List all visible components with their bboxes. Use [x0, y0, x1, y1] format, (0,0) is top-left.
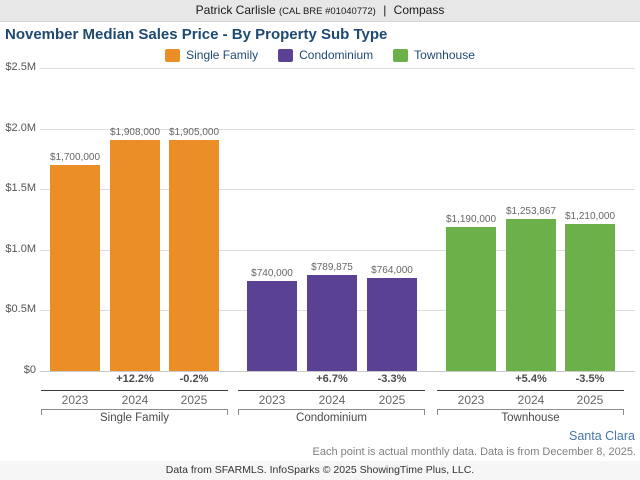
agent-name: Patrick Carlisle — [195, 3, 276, 17]
bar-column: $1,908,000 — [95, 127, 175, 371]
gridline — [40, 129, 635, 130]
bar-condominium-2025[interactable] — [367, 278, 417, 371]
y-tick-label: $1.0M — [5, 243, 36, 255]
pct-change: +12.2% — [116, 373, 154, 385]
y-tick-label: $2.0M — [5, 122, 36, 134]
bar-column: $1,253,867 — [491, 206, 571, 371]
bar-condominium-2023[interactable] — [247, 281, 297, 371]
data-note: Each point is actual monthly data. Data … — [312, 446, 636, 458]
gridline — [40, 250, 635, 251]
attribution-bar: Data from SFARMLS. InfoSparks © 2025 Sho… — [0, 461, 640, 480]
group-label-townhouse: Townhouse — [501, 412, 560, 424]
bar-column: $789,875 — [292, 262, 372, 371]
gridline — [40, 68, 635, 69]
x-tick-year: 2025 — [378, 393, 406, 407]
bar-townhouse-2023[interactable] — [446, 227, 496, 371]
bar-column: $1,210,000 — [550, 211, 630, 371]
x-tick-year: 2024 — [318, 393, 346, 407]
pct-change: +6.7% — [316, 373, 348, 385]
y-tick-label: $2.5M — [5, 61, 36, 73]
chart-legend: Single Family Condominium Townhouse — [0, 48, 640, 62]
group-bracket: Single Family — [41, 409, 228, 427]
bar-townhouse-2025[interactable] — [565, 224, 615, 371]
legend-item-single-family[interactable]: Single Family — [165, 48, 258, 62]
legend-item-townhouse[interactable]: Townhouse — [393, 48, 475, 62]
bar-single-family-2023[interactable] — [50, 165, 100, 371]
bar-value-label: $740,000 — [251, 268, 293, 279]
group-divider-line — [238, 390, 425, 391]
legend-label: Single Family — [186, 48, 259, 62]
bar-condominium-2024[interactable] — [307, 275, 357, 371]
x-tick-year: 2024 — [121, 393, 149, 407]
y-tick-label: $0 — [23, 364, 36, 376]
townhouse-swatch-icon — [393, 48, 409, 62]
header-bar: Patrick Carlisle (CAL BRE #01040772) | C… — [0, 0, 640, 22]
legend-label: Townhouse — [414, 48, 475, 62]
chart-title: November Median Sales Price - By Propert… — [5, 26, 388, 43]
bar-single-family-2024[interactable] — [110, 140, 160, 371]
bar-column: $1,190,000 — [431, 214, 511, 371]
x-tick-year: 2025 — [576, 393, 604, 407]
bar-value-label: $1,700,000 — [49, 152, 101, 163]
bar-column: $1,905,000 — [154, 127, 234, 371]
condominium-swatch-icon — [278, 48, 294, 62]
x-tick-year: 2023 — [61, 393, 89, 407]
bar-column: $740,000 — [232, 268, 312, 371]
legend-label: Condominium — [299, 48, 374, 62]
pct-change: -0.2% — [179, 373, 209, 385]
gridline — [40, 189, 635, 190]
bar-townhouse-2024[interactable] — [506, 219, 556, 371]
bar-single-family-2025[interactable] — [169, 140, 219, 371]
x-tick-year: 2023 — [457, 393, 485, 407]
x-tick-year: 2023 — [258, 393, 286, 407]
legend-item-condominium[interactable]: Condominium — [278, 48, 373, 62]
x-axis-line — [40, 371, 635, 372]
pct-change: +5.4% — [515, 373, 547, 385]
x-tick-year: 2024 — [517, 393, 545, 407]
bar-value-label: $1,253,867 — [505, 206, 557, 217]
group-label-condominium: Condominium — [296, 412, 367, 424]
single-family-swatch-icon — [165, 48, 181, 62]
bar-value-label: $1,190,000 — [445, 214, 497, 225]
header-separator: | — [383, 3, 387, 17]
bar-value-label: $764,000 — [371, 265, 413, 276]
bar-value-label: $789,875 — [311, 262, 353, 273]
location-label: Santa Clara — [568, 429, 635, 443]
group-label-single-family: Single Family — [99, 412, 170, 424]
agent-license: (CAL BRE #01040772) — [279, 6, 376, 17]
bar-value-label: $1,905,000 — [168, 127, 220, 138]
group-divider-line — [41, 390, 228, 391]
brand-name: Compass — [393, 3, 445, 17]
bar-column: $764,000 — [352, 265, 432, 371]
y-tick-label: $1.5M — [5, 182, 36, 194]
pct-change: -3.3% — [377, 373, 407, 385]
group-bracket: Townhouse — [437, 409, 624, 427]
x-tick-year: 2025 — [180, 393, 208, 407]
bar-value-label: $1,210,000 — [564, 211, 616, 222]
bar-column: $1,700,000 — [35, 152, 115, 371]
pct-change: -3.5% — [575, 373, 605, 385]
bar-value-label: $1,908,000 — [109, 127, 161, 138]
y-tick-label: $0.5M — [5, 303, 36, 315]
group-bracket: Condominium — [238, 409, 425, 427]
group-divider-line — [437, 390, 624, 391]
